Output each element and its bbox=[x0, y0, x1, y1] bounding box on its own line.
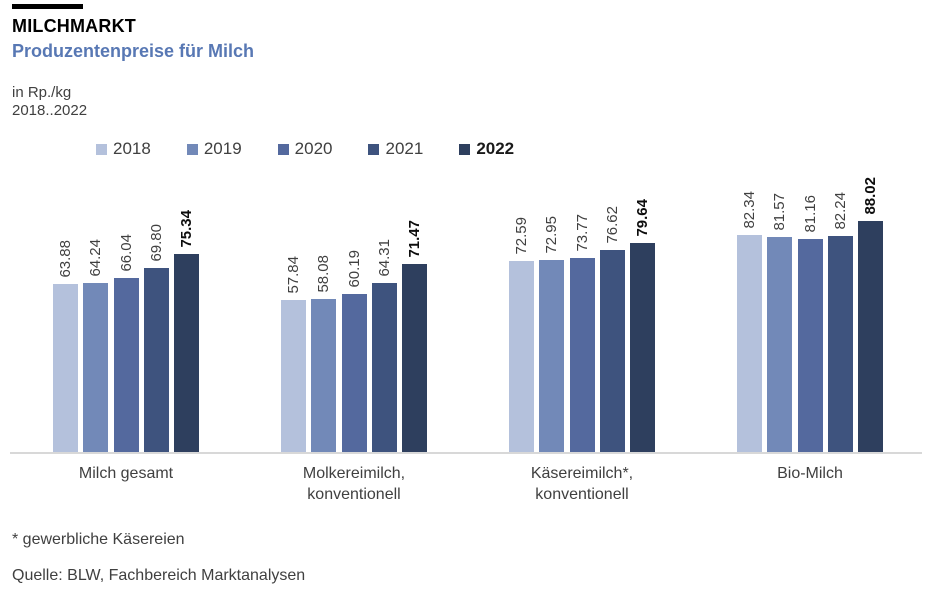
bar-value-label: 82.34 bbox=[741, 191, 758, 229]
legend-swatch-2021 bbox=[368, 143, 380, 155]
bar-2021 bbox=[143, 268, 169, 452]
bar-2018 bbox=[281, 300, 306, 452]
bar-column: 79.64 bbox=[630, 199, 655, 452]
category-label: Käsereimilch*, konventionell bbox=[530, 465, 634, 503]
legend-swatch-2020 bbox=[277, 143, 289, 155]
source-line: Quelle: BLW, Fachbereich Marktanalysen bbox=[12, 567, 306, 584]
bar-column: 72.59 bbox=[509, 217, 534, 452]
bar-value-label: 71.47 bbox=[406, 220, 423, 258]
bar-2019 bbox=[311, 299, 337, 452]
category-axis: Milch gesamt Molkereimilch, konventionell K… bbox=[12, 463, 924, 505]
legend-item-2022: 2022 bbox=[459, 139, 514, 159]
legend-swatch-2019 bbox=[186, 143, 198, 155]
bar-group-1: 57.84 58.08 60.19 64.31 71.47 bbox=[281, 150, 427, 452]
bar-2020 bbox=[797, 239, 823, 452]
bar-value-label: 72.59 bbox=[513, 217, 530, 255]
bar-column: 82.24 bbox=[827, 192, 853, 452]
legend-label: 2018 bbox=[113, 139, 151, 158]
bar-group-3: 82.34 81.57 81.16 82.24 88.02 bbox=[737, 150, 883, 452]
bar-value-label: 57.84 bbox=[285, 256, 302, 294]
bar-column: 72.95 bbox=[539, 216, 565, 452]
bar-column: 73.77 bbox=[569, 214, 595, 452]
bar-2019 bbox=[83, 283, 109, 452]
bar-2022 bbox=[174, 254, 199, 452]
footnote: * gewerbliche Käsereien bbox=[12, 531, 185, 548]
bar-value-label: 63.88 bbox=[57, 240, 74, 278]
bar-value-label: 75.34 bbox=[178, 210, 195, 248]
bar-2019 bbox=[767, 237, 793, 452]
bar-column: 57.84 bbox=[281, 256, 306, 452]
bar-2021 bbox=[827, 236, 853, 452]
bar-column: 69.80 bbox=[143, 224, 169, 452]
bar-2020 bbox=[569, 258, 595, 452]
legend-label: 2022 bbox=[476, 139, 515, 158]
bar-column: 82.34 bbox=[737, 191, 762, 452]
kicker-rule bbox=[12, 4, 83, 9]
bar-value-label: 82.24 bbox=[831, 192, 849, 230]
category-label: Bio-Milch bbox=[777, 465, 843, 482]
legend-item-2020: 2020 bbox=[277, 139, 333, 159]
bar-column: 75.34 bbox=[174, 210, 199, 452]
bar-column: 81.16 bbox=[797, 195, 823, 452]
chart-meta: in Rp./kg 2018..2022 bbox=[12, 84, 87, 120]
bar-2022 bbox=[402, 264, 427, 452]
section-kicker: MILCHMARKT bbox=[12, 16, 136, 36]
bar-plot-area: 63.88 64.24 66.04 69.80 75.34 57.84 58.08 60.19… bbox=[53, 150, 883, 452]
bar-value-label: 60.19 bbox=[345, 250, 363, 288]
bar-value-label: 69.80 bbox=[147, 224, 165, 262]
bar-column: 71.47 bbox=[402, 220, 427, 452]
bar-column: 66.04 bbox=[113, 234, 139, 452]
legend-label: 2021 bbox=[385, 139, 424, 158]
bar-column: 60.19 bbox=[341, 250, 367, 452]
legend-item-2021: 2021 bbox=[368, 139, 423, 159]
bar-value-label: 81.16 bbox=[801, 195, 819, 233]
bar-value-label: 73.77 bbox=[573, 214, 591, 252]
x-axis-line bbox=[10, 452, 922, 454]
bar-column: 81.57 bbox=[767, 193, 793, 452]
legend-label: 2019 bbox=[203, 139, 242, 158]
bar-value-label: 58.08 bbox=[315, 255, 333, 293]
legend: 2018 2019 2020 2021 2022 bbox=[96, 139, 550, 159]
bar-2021 bbox=[371, 283, 397, 452]
bar-2018 bbox=[509, 261, 534, 452]
bar-2021 bbox=[599, 250, 625, 452]
bar-column: 76.62 bbox=[599, 206, 625, 452]
bar-column: 64.31 bbox=[371, 239, 397, 452]
legend-swatch-2018 bbox=[96, 143, 107, 155]
bar-value-label: 66.04 bbox=[117, 234, 135, 272]
bar-2020 bbox=[113, 278, 139, 452]
bar-value-label: 72.95 bbox=[543, 216, 561, 254]
bar-2020 bbox=[341, 294, 367, 452]
period-label: 2018..2022 bbox=[12, 102, 88, 119]
bar-value-label: 88.02 bbox=[862, 177, 879, 215]
category-label: Molkereimilch, konventionell bbox=[302, 465, 406, 503]
bar-column: 88.02 bbox=[858, 177, 883, 452]
chart-title: Produzentenpreise für Milch bbox=[12, 41, 255, 61]
legend-item-2019: 2019 bbox=[186, 139, 242, 159]
bar-value-label: 81.57 bbox=[771, 193, 789, 231]
bar-value-label: 79.64 bbox=[634, 199, 651, 237]
bar-column: 63.88 bbox=[53, 240, 78, 452]
legend-item-2018: 2018 bbox=[96, 139, 151, 159]
bar-value-label: 64.31 bbox=[375, 239, 393, 277]
unit-label: in Rp./kg bbox=[12, 84, 72, 101]
bar-group-0: 63.88 64.24 66.04 69.80 75.34 bbox=[53, 150, 199, 452]
bar-value-label: 64.24 bbox=[87, 239, 105, 277]
bar-2019 bbox=[539, 260, 565, 452]
bar-column: 58.08 bbox=[311, 255, 337, 452]
category-label: Milch gesamt bbox=[78, 465, 174, 482]
legend-swatch-2022 bbox=[459, 143, 471, 155]
legend-label: 2020 bbox=[294, 139, 333, 158]
bar-column: 64.24 bbox=[83, 239, 109, 452]
bar-group-2: 72.59 72.95 73.77 76.62 79.64 bbox=[509, 150, 655, 452]
bar-value-label: 76.62 bbox=[603, 206, 621, 244]
bar-2018 bbox=[53, 284, 78, 452]
bar-2022 bbox=[630, 243, 655, 452]
bar-2022 bbox=[858, 221, 883, 452]
bar-2018 bbox=[737, 235, 762, 452]
